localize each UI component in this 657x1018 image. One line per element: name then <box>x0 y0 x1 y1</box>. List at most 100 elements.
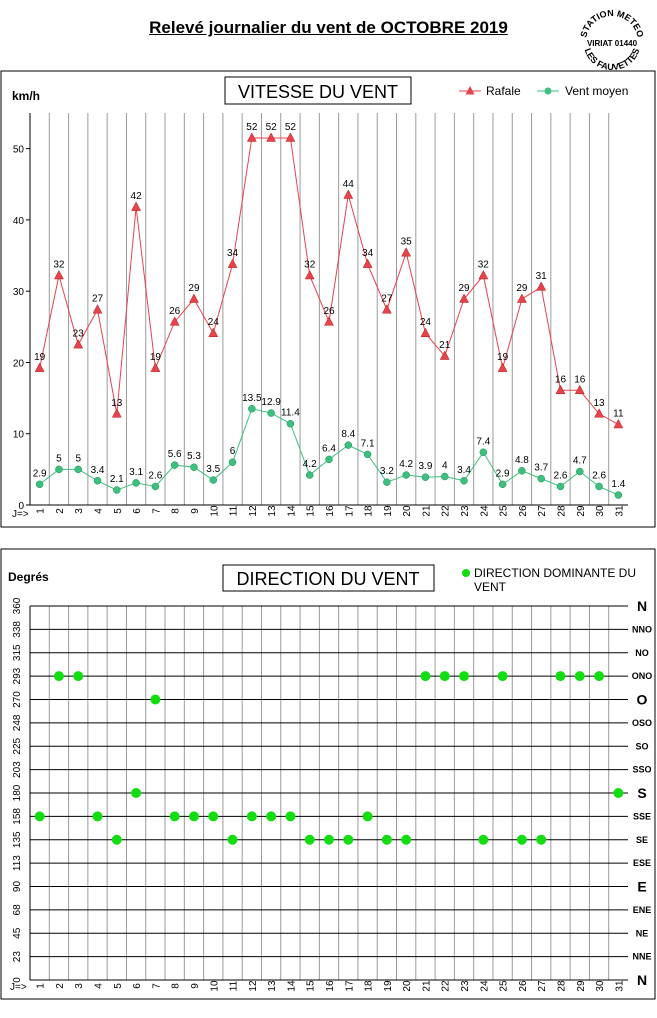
gust-data-label: 52 <box>266 122 278 133</box>
gust-point <box>34 362 45 372</box>
x-tick-label: 5 <box>113 508 124 514</box>
x-tick-label: 24 <box>479 980 490 992</box>
x-tick-label: 2 <box>55 983 66 989</box>
chart-title-box <box>224 76 412 105</box>
x-tick-label: 19 <box>383 980 394 992</box>
x-tick-label: 6 <box>132 983 143 989</box>
x-tick-label: 16 <box>325 980 336 992</box>
y-tick-label: 68 <box>12 904 23 916</box>
direction-point <box>420 671 431 682</box>
compass-label: NNO <box>632 624 652 634</box>
gust-point <box>92 304 103 314</box>
direction-point <box>381 834 392 845</box>
x-tick-label: 17 <box>344 505 355 517</box>
mean-point <box>190 463 198 471</box>
gust-point <box>420 327 431 337</box>
x-tick-label: 2 <box>55 508 66 514</box>
gust-data-label: 23 <box>73 329 85 340</box>
mean-data-label: 7.4 <box>476 436 490 447</box>
gust-data-label: 29 <box>516 283 528 294</box>
x-tick-label: 27 <box>537 505 548 517</box>
gust-point <box>536 281 547 291</box>
direction-point <box>188 811 199 822</box>
y-tick-label: 315 <box>12 644 23 661</box>
gust-data-label: 16 <box>574 374 586 385</box>
x-tick-label: 1 <box>36 508 47 514</box>
mean-point <box>344 441 353 449</box>
stamp-bottom-text: LES FAUVETTES <box>583 47 642 70</box>
legend-mean-label: Vent moyen <box>565 84 628 98</box>
y-tick-label: 10 <box>13 430 25 441</box>
x-tick-label: 11 <box>229 505 240 516</box>
direction-point <box>111 834 122 845</box>
mean-data-label: 3.4 <box>91 465 105 476</box>
gust-data-label: 13 <box>594 398 606 409</box>
mean-point <box>113 486 121 494</box>
mean-data-label: 5.3 <box>187 451 201 462</box>
x-tick-label: 30 <box>595 980 606 992</box>
compass-label: N <box>637 972 647 988</box>
mean-point <box>35 480 44 489</box>
gust-data-label: 52 <box>246 122 258 133</box>
x-tick-label: 26 <box>518 505 529 517</box>
x-tick-label: 23 <box>460 505 471 517</box>
gust-point <box>362 258 373 268</box>
compass-label: SO <box>635 741 648 751</box>
direction-point <box>169 811 180 822</box>
gust-point <box>150 362 161 372</box>
mean-data-label: 11.4 <box>281 408 300 419</box>
x-tick-label: 18 <box>364 505 375 517</box>
mean-data-label: 5 <box>56 453 62 464</box>
x-tick-label: 1 <box>36 983 47 989</box>
mean-data-label: 2.9 <box>496 468 510 479</box>
gust-point <box>555 384 566 395</box>
compass-label: N <box>637 598 647 614</box>
compass-label: E <box>637 879 646 895</box>
gust-data-label: 29 <box>458 283 470 294</box>
compass-label: OSO <box>632 718 652 728</box>
x-tick-label: 19 <box>383 505 394 517</box>
x-tick-label: 3 <box>74 983 85 989</box>
mean-point <box>93 477 102 485</box>
gust-point <box>574 384 585 395</box>
gust-data-label: 26 <box>169 306 181 317</box>
stamp-top-text: STATION METEO <box>578 8 645 38</box>
gust-point <box>478 269 489 280</box>
compass-label: SE <box>636 835 648 845</box>
gust-point <box>189 293 199 303</box>
gust-data-label: 35 <box>401 237 413 248</box>
chart-border <box>0 548 656 1000</box>
x-tick-label: 18 <box>364 980 375 992</box>
gust-data-label: 32 <box>304 260 316 271</box>
mean-point <box>537 474 545 483</box>
direction-point <box>131 788 142 798</box>
x-tick-label: 21 <box>421 980 432 992</box>
gust-point <box>594 408 604 418</box>
direction-point <box>343 834 354 845</box>
y-tick-label: 113 <box>12 855 23 871</box>
direction-point <box>536 834 547 845</box>
x-tick-label: 22 <box>441 980 452 992</box>
y-axis-unit: Degrés <box>8 570 49 584</box>
gust-point <box>381 304 392 314</box>
direction-point <box>555 671 566 682</box>
gust-point <box>343 189 354 199</box>
gust-point <box>266 132 277 142</box>
mean-data-label: 2.9 <box>33 468 47 479</box>
x-tick-label: 15 <box>306 980 317 992</box>
mean-point <box>363 450 372 459</box>
gust-point <box>497 362 508 372</box>
gust-point <box>459 293 469 303</box>
legend-direction-marker <box>462 569 470 577</box>
mean-data-label: 3.2 <box>380 466 394 477</box>
mean-point <box>440 472 449 481</box>
mean-data-label: 6 <box>230 446 236 457</box>
direction-point <box>73 671 84 682</box>
mean-point <box>170 461 179 469</box>
mean-data-label: 3.5 <box>206 464 220 475</box>
legend-direction-label-line2: VENT <box>474 580 507 594</box>
direction-point <box>613 788 624 798</box>
x-tick-label: 5 <box>113 983 124 989</box>
gust-data-label: 44 <box>343 179 355 190</box>
